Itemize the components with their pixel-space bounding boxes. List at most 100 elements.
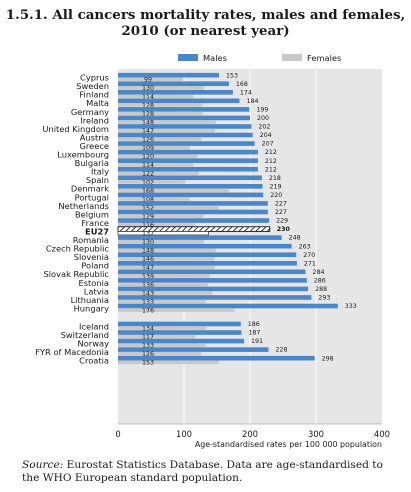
female-bar (118, 248, 216, 253)
country-label: Croatia (79, 356, 109, 366)
female-bar (118, 291, 213, 295)
female-value-label: 148 (142, 119, 154, 126)
female-value-label: 147 (142, 265, 154, 272)
country-label: Cyprus (80, 73, 109, 83)
female-bar (118, 239, 204, 244)
female-bar (118, 274, 210, 278)
male-bar (118, 192, 264, 198)
female-value-label: 133 (142, 343, 154, 350)
female-bar (118, 137, 202, 141)
female-value-label: 108 (142, 196, 154, 203)
female-value-label: 133 (142, 299, 154, 306)
male-value-label: 288 (315, 286, 327, 293)
male-value-label: 212 (265, 166, 277, 173)
male-value-label: 286 (314, 277, 326, 284)
x-tick-label: 300 (308, 429, 324, 439)
male-value-label: 199 (256, 106, 268, 113)
country-label: Slovak Republic (43, 269, 109, 279)
chart-title: 1.5.1. All cancers mortality rates, male… (0, 7, 411, 39)
male-value-label: 218 (269, 175, 281, 182)
female-bar (118, 94, 194, 99)
male-value-label: 191 (251, 338, 263, 345)
male-value-label: 207 (262, 141, 274, 148)
female-value-label: 117 (142, 334, 154, 341)
male-value-label: 212 (265, 158, 277, 165)
male-value-label: 174 (240, 89, 252, 96)
country-label: Germany (71, 107, 109, 117)
male-value-label: 228 (275, 347, 287, 354)
female-value-label: 153 (142, 360, 154, 367)
country-label: Portugal (75, 192, 109, 202)
country-label: Spain (86, 175, 109, 185)
female-bar (118, 188, 229, 193)
female-value-label: 120 (142, 154, 154, 161)
x-axis-label: Age-standardised rates per 100 000 popul… (195, 440, 382, 449)
x-tick-label: 100 (176, 429, 192, 439)
male-bar (118, 303, 338, 309)
male-bar (118, 235, 282, 240)
legend-label-males: Males (203, 53, 227, 63)
male-value-label: 220 (270, 192, 282, 199)
country-label: Lithuania (71, 295, 109, 305)
country-label: Malta (86, 98, 109, 108)
male-value-label: 284 (312, 269, 324, 276)
legend-swatch-females (282, 54, 302, 61)
female-bar (118, 205, 219, 210)
male-bar (118, 286, 309, 292)
male-bar (118, 201, 268, 206)
male-bar (118, 218, 270, 223)
female-value-label: 126 (142, 137, 154, 144)
legend-label-females: Females (307, 53, 341, 63)
country-label: Netherlands (58, 201, 109, 211)
country-label: EU27 (85, 226, 109, 236)
female-bar (118, 334, 196, 339)
female-bar (118, 214, 204, 218)
x-tick-label: 400 (374, 429, 390, 439)
male-value-label: 187 (248, 330, 260, 337)
male-bar (117, 226, 271, 232)
legend-swatch-males (178, 54, 198, 61)
male-bar (118, 184, 263, 189)
country-label: Switzerland (61, 330, 109, 340)
female-bar (118, 197, 190, 201)
chart-title-line-2: 2010 (or nearest year) (121, 22, 290, 39)
male-value-label: 212 (265, 149, 277, 156)
female-value-label: 114 (142, 162, 154, 169)
male-value-label: 229 (276, 218, 288, 225)
female-value-label: 122 (142, 171, 154, 178)
female-bar (118, 86, 204, 90)
male-value-label: 200 (257, 115, 269, 122)
country-label: United Kingdom (42, 124, 109, 134)
male-bar (118, 89, 233, 95)
x-tick-label: 0 (115, 429, 120, 439)
male-value-label: 270 (303, 252, 315, 259)
female-value-label: 99 (144, 77, 152, 84)
male-bar (118, 115, 250, 121)
male-bar (118, 98, 240, 104)
country-label: Austria (80, 132, 109, 142)
female-bar (118, 103, 203, 107)
female-bar (118, 282, 208, 287)
male-bar (118, 330, 242, 335)
female-value-label: 146 (142, 256, 154, 263)
male-value-label: 230 (277, 226, 291, 233)
male-bar (118, 295, 312, 300)
male-bar (118, 132, 253, 138)
country-label: Denmark (71, 184, 109, 194)
male-bar (118, 347, 269, 352)
country-label: Hungary (74, 303, 110, 313)
male-bar (118, 166, 258, 172)
female-value-label: 126 (142, 351, 154, 358)
female-value-label: 168 (142, 188, 154, 195)
male-bar (118, 175, 262, 181)
male-value-label: 186 (248, 321, 260, 328)
male-value-label: 227 (275, 209, 287, 216)
male-bar (118, 338, 245, 344)
male-bar (118, 141, 255, 146)
male-value-label: 202 (258, 124, 270, 131)
male-bar (118, 158, 258, 163)
male-bar (118, 124, 252, 129)
male-bar (118, 149, 258, 155)
male-bar (118, 72, 219, 78)
male-bar (118, 252, 297, 258)
